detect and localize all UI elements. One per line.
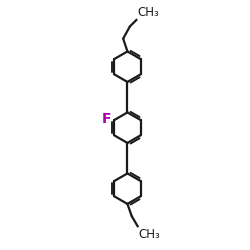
Text: CH₃: CH₃	[138, 228, 160, 241]
Text: F: F	[102, 112, 111, 126]
Text: CH₃: CH₃	[137, 6, 159, 19]
